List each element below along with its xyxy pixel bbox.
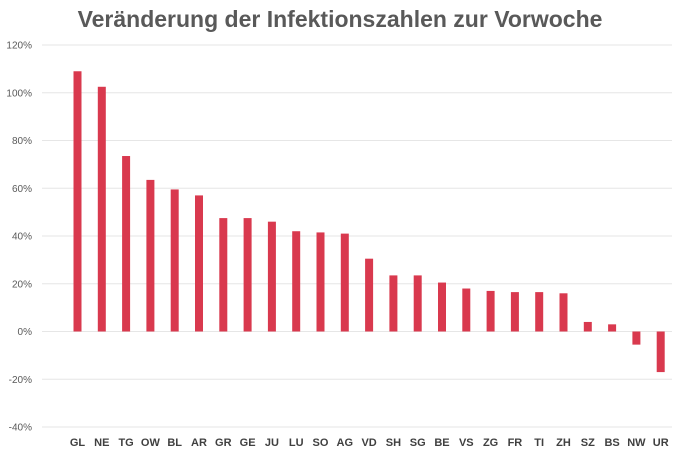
grid-lines	[42, 44, 672, 428]
x-tick-label: TI	[534, 437, 544, 449]
bar-gr	[219, 218, 228, 332]
bar-sh	[389, 275, 398, 332]
x-axis-category-labels: GL NE TG OW BL AR GR GE JU LU SO AG VD SH SG BE VS ZG FR TI…	[70, 437, 669, 449]
bar-bl	[170, 189, 179, 332]
x-tick-label: GR	[215, 437, 232, 449]
bar-be	[438, 282, 446, 332]
x-tick-label: SZ	[581, 437, 595, 449]
y-axis-tick-labels: 120% 100% 80% 60% 40% 20% 0% -20% -40%	[6, 41, 32, 434]
x-tick-label: GE	[240, 437, 256, 449]
x-tick-label: ZG	[483, 437, 498, 449]
chart-title: Veränderung der Infektionszahlen zur Vor…	[77, 6, 603, 32]
bar-ur	[656, 331, 665, 373]
x-tick-label: ZH	[556, 437, 571, 449]
x-tick-label: SO	[313, 437, 329, 449]
y-tick-label: 0%	[18, 327, 33, 338]
bar-ag	[340, 233, 349, 332]
y-tick-label: -40%	[9, 423, 32, 434]
x-tick-label: LU	[289, 437, 304, 449]
bar-bs	[608, 324, 617, 332]
x-tick-label: BE	[434, 437, 449, 449]
bar-nw	[632, 331, 641, 345]
x-tick-label: NW	[627, 437, 646, 449]
y-tick-label: 120%	[6, 41, 32, 52]
bar-zg	[486, 290, 495, 332]
y-tick-label: 20%	[12, 279, 32, 290]
x-tick-label: JU	[265, 437, 279, 449]
x-tick-label: GL	[70, 437, 86, 449]
bar-sg	[413, 275, 422, 332]
x-tick-label: VS	[459, 437, 474, 449]
x-tick-label: BL	[167, 437, 182, 449]
x-tick-label: SH	[386, 437, 401, 449]
bar-so	[316, 232, 325, 332]
x-tick-label: UR	[653, 437, 669, 449]
y-tick-label: 40%	[12, 232, 32, 243]
y-tick-label: 100%	[6, 88, 32, 99]
x-tick-label: SG	[410, 437, 426, 449]
x-tick-label: BS	[604, 437, 619, 449]
bar-gl	[73, 71, 82, 332]
bar-vs	[462, 288, 471, 332]
bar-fr	[510, 292, 519, 332]
bar-ge	[243, 218, 252, 332]
y-tick-label: 60%	[12, 184, 32, 195]
bar-zh	[559, 293, 568, 332]
y-tick-label: 80%	[12, 136, 32, 147]
bar-ju	[267, 221, 276, 332]
x-tick-label: AR	[191, 437, 207, 449]
bar-vd	[365, 258, 374, 332]
x-tick-label: OW	[141, 437, 161, 449]
x-tick-label: TG	[118, 437, 133, 449]
y-tick-label: -20%	[9, 375, 32, 386]
x-tick-label: NE	[94, 437, 109, 449]
x-tick-label: VD	[361, 437, 376, 449]
bar-ar	[195, 195, 203, 332]
bar-lu	[292, 231, 301, 332]
bar-ne	[97, 86, 106, 332]
bar-ti	[535, 292, 544, 332]
x-tick-label: FR	[508, 437, 523, 449]
bar-tg	[122, 156, 131, 332]
bar-ow	[146, 179, 155, 332]
bars	[73, 71, 665, 373]
bar-sz	[583, 321, 592, 332]
x-tick-label: AG	[337, 437, 354, 449]
